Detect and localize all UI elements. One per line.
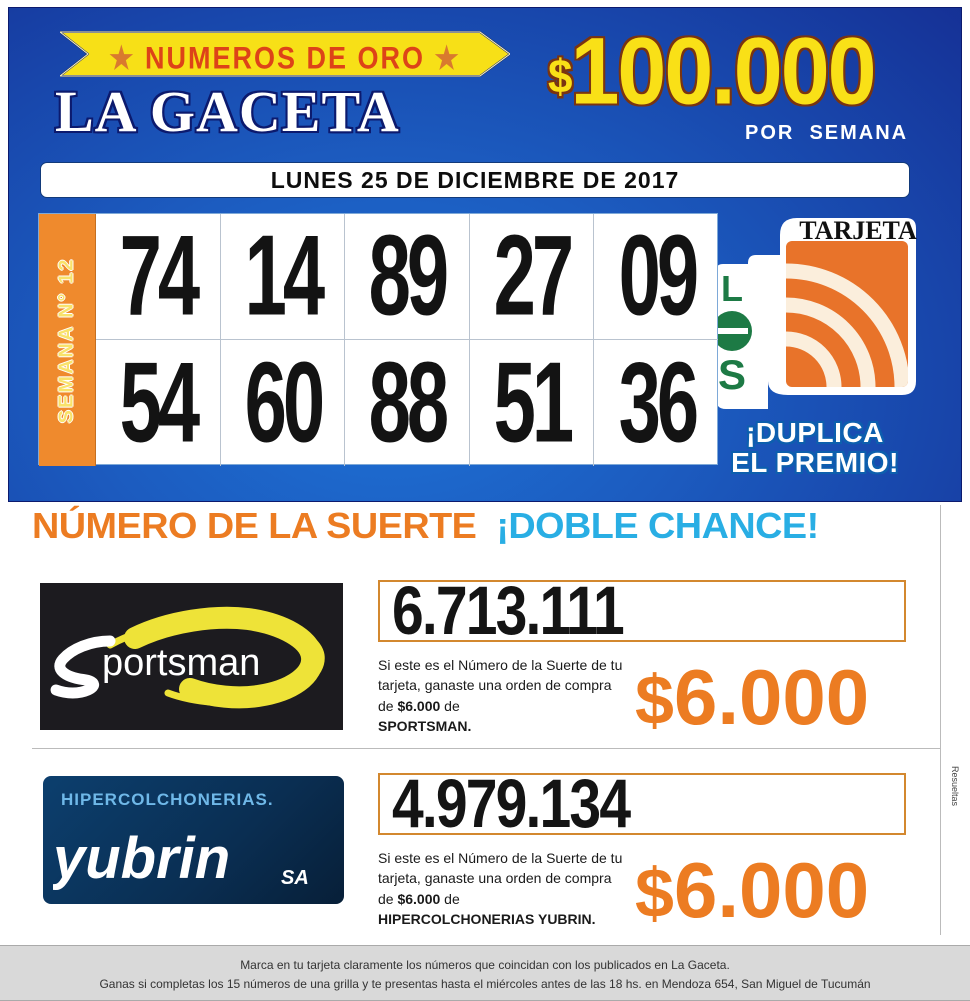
svg-text:L: L — [721, 268, 743, 309]
svg-text:S: S — [718, 351, 746, 398]
svg-text:SA: SA — [281, 867, 309, 889]
svg-text:yubrin: yubrin — [53, 826, 230, 891]
svg-text:TARJETA: TARJETA — [799, 216, 917, 245]
svg-text:portsman: portsman — [102, 642, 260, 684]
